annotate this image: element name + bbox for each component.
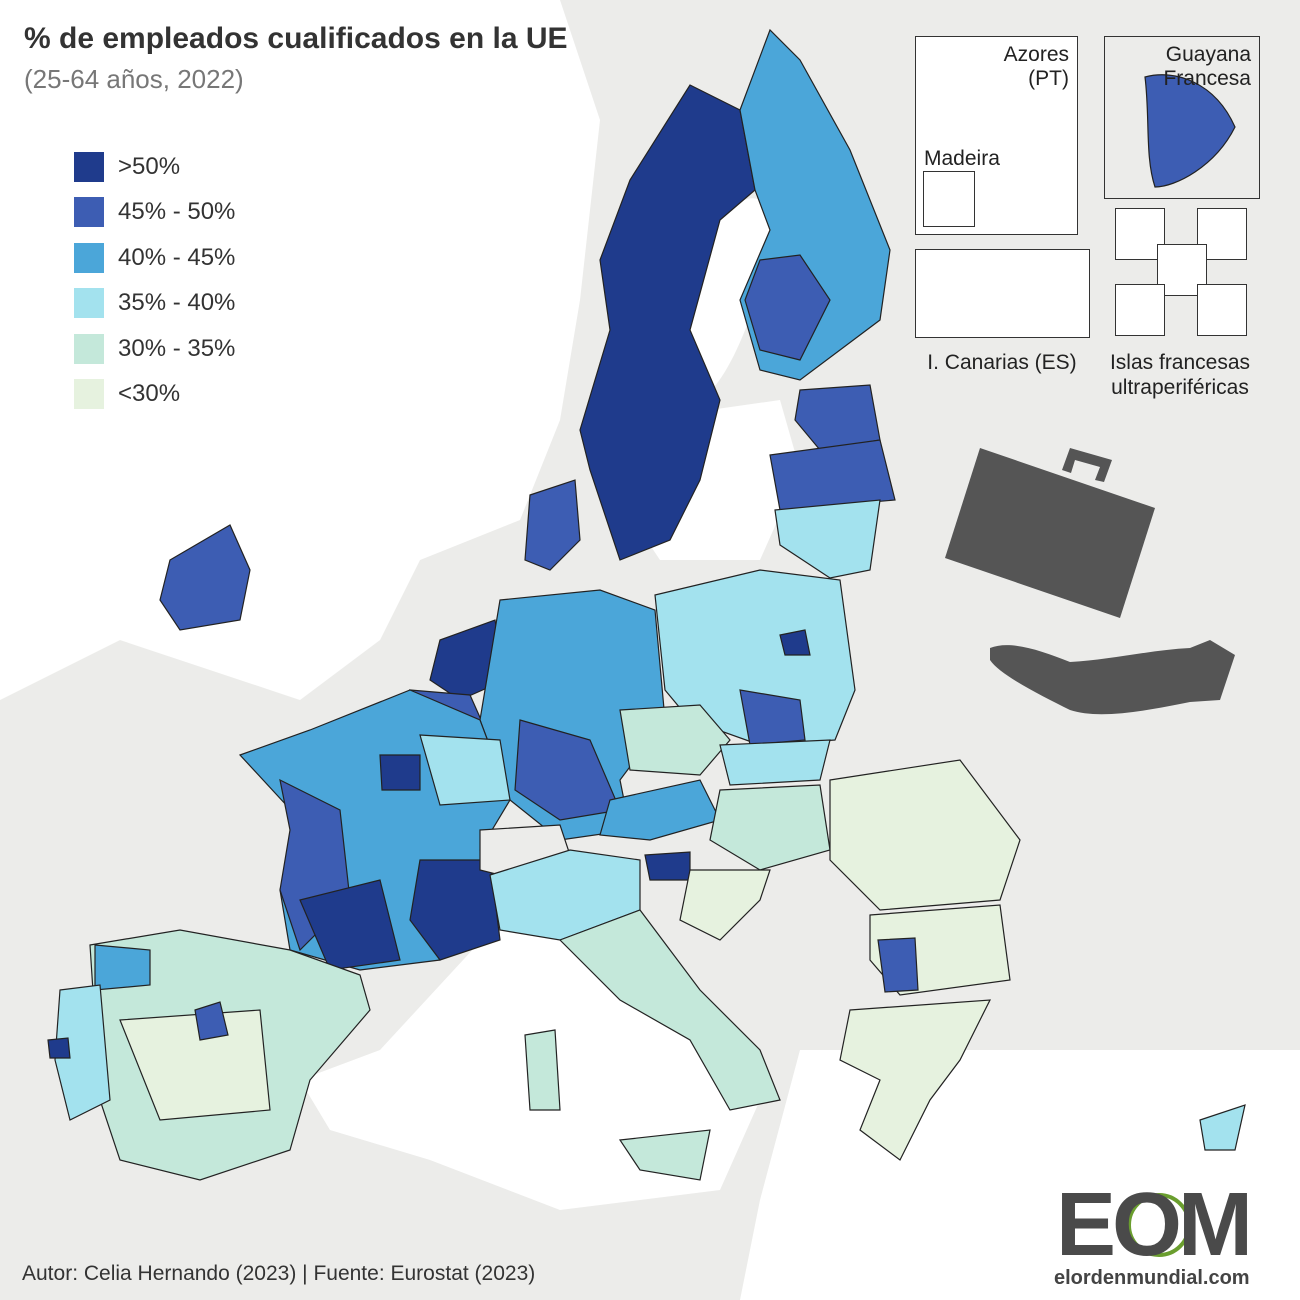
region-greece bbox=[839, 999, 992, 1161]
region-france-paris bbox=[379, 754, 421, 791]
region-france-southeast bbox=[409, 859, 501, 961]
region-denmark bbox=[524, 479, 581, 571]
legend-label: 40% - 45% bbox=[118, 243, 236, 271]
region-slovenia bbox=[644, 851, 691, 881]
open-hand-icon bbox=[990, 640, 1235, 715]
legend-label: 30% - 35% bbox=[118, 334, 236, 362]
region-spain-madrid bbox=[194, 1001, 229, 1041]
region-latvia bbox=[769, 439, 896, 511]
region-austria bbox=[599, 779, 721, 841]
region-bulgaria-sofia bbox=[877, 937, 919, 993]
legend-swatch bbox=[74, 197, 104, 228]
region-hungary bbox=[709, 784, 831, 871]
guyana-shape bbox=[1144, 74, 1236, 188]
region-poland-south bbox=[739, 689, 806, 746]
region-france-east bbox=[419, 734, 511, 806]
legend-swatch bbox=[74, 379, 104, 410]
label-guyana: Guayana Francesa bbox=[1163, 43, 1251, 90]
legend-item: >50% bbox=[74, 144, 235, 190]
inset-guyana: Guayana Francesa bbox=[1104, 36, 1260, 199]
legend-label: >50% bbox=[118, 152, 181, 180]
legend-label: 35% - 40% bbox=[118, 289, 236, 317]
region-sardinia bbox=[524, 1029, 561, 1111]
region-cyprus bbox=[1199, 1104, 1246, 1151]
region-sicily bbox=[618, 1129, 711, 1181]
region-poland-warsaw bbox=[779, 629, 811, 656]
legend-item: 30% - 35% bbox=[74, 326, 235, 372]
legend-item: 45% - 50% bbox=[74, 190, 235, 236]
label-azores: Azores (PT) bbox=[1003, 43, 1069, 90]
legend-label: <30% bbox=[118, 380, 181, 408]
legend-swatch bbox=[74, 333, 104, 364]
briefcase-icon bbox=[945, 448, 1155, 618]
inset-french-islands bbox=[1115, 208, 1251, 336]
region-finland-south bbox=[744, 254, 831, 361]
legend-item: 40% - 45% bbox=[74, 235, 235, 281]
legend: >50% 45% - 50% 40% - 45% 35% - 40% 30% - 35%… bbox=[74, 144, 235, 417]
region-lithuania bbox=[774, 499, 881, 579]
legend-item: 35% - 40% bbox=[74, 281, 235, 327]
region-slovakia bbox=[719, 739, 831, 786]
inset-madeira-box bbox=[923, 171, 975, 227]
region-ireland bbox=[159, 524, 251, 631]
region-romania bbox=[829, 759, 1021, 911]
logo-url: elordenmundial.com bbox=[1054, 1267, 1250, 1289]
legend-swatch bbox=[74, 151, 104, 182]
map-subtitle: (25-64 años, 2022) bbox=[24, 64, 244, 94]
logo: EOM bbox=[1056, 1175, 1253, 1275]
region-croatia bbox=[679, 869, 771, 941]
region-portugal-lisbon bbox=[47, 1037, 71, 1059]
region-spain-north bbox=[94, 944, 151, 991]
inset-canarias bbox=[915, 249, 1090, 338]
logo-rings bbox=[1127, 1193, 1191, 1257]
inset-azores-madeira: Azores (PT) Madeira bbox=[915, 36, 1078, 235]
region-poland bbox=[654, 569, 856, 746]
region-czechia bbox=[619, 704, 731, 776]
credit: Autor: Celia Hernando (2023) | Fuente: E… bbox=[22, 1262, 536, 1285]
map-title: % de empleados cualificados en la UE bbox=[24, 22, 568, 55]
eu-regions bbox=[47, 28, 1246, 1181]
caption-canarias: I. Canarias (ES) bbox=[927, 351, 1077, 374]
region-germany-south bbox=[514, 719, 621, 821]
region-italy bbox=[558, 909, 781, 1111]
legend-swatch bbox=[74, 288, 104, 319]
label-madeira: Madeira bbox=[924, 147, 1000, 170]
caption-french-islands: Islas francesas ultraperiféricas bbox=[1109, 351, 1251, 399]
legend-label: 45% - 50% bbox=[118, 198, 236, 226]
legend-item: <30% bbox=[74, 372, 235, 418]
legend-swatch bbox=[74, 242, 104, 273]
region-sweden bbox=[579, 84, 756, 561]
region-france-southwest bbox=[299, 879, 401, 971]
